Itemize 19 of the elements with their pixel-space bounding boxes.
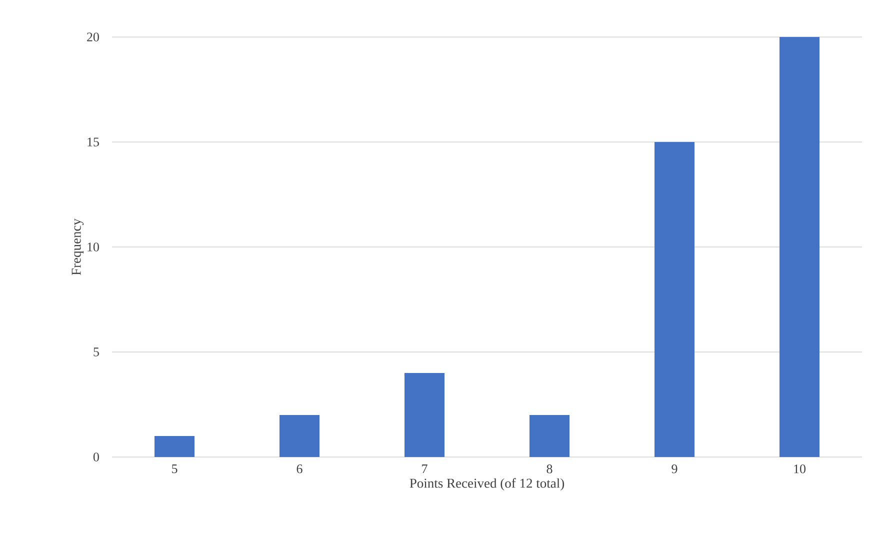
bar: [530, 415, 570, 457]
y-axis-title: Frequency: [72, 218, 84, 276]
bar: [280, 415, 320, 457]
bar: [654, 142, 695, 457]
y-tick-label: 10: [88, 242, 99, 252]
y-tick-label: 15: [88, 138, 99, 146]
x-tick-label: 8: [546, 464, 552, 474]
x-tick-label: 5: [172, 464, 178, 474]
y-tick-label: 20: [87, 32, 99, 42]
bar: [154, 436, 194, 457]
x-tick-label: 10: [794, 464, 806, 474]
bar: [780, 36, 820, 457]
y-tick-label: 5: [94, 348, 99, 356]
x-tick-label: 7: [422, 464, 428, 474]
x-tick-label: 6: [296, 464, 302, 474]
x-axis-title: Points Received (of 12 total): [410, 478, 564, 491]
y-tick-label: 0: [93, 452, 99, 462]
x-tick-label: 9: [672, 464, 678, 474]
bar: [404, 373, 445, 457]
